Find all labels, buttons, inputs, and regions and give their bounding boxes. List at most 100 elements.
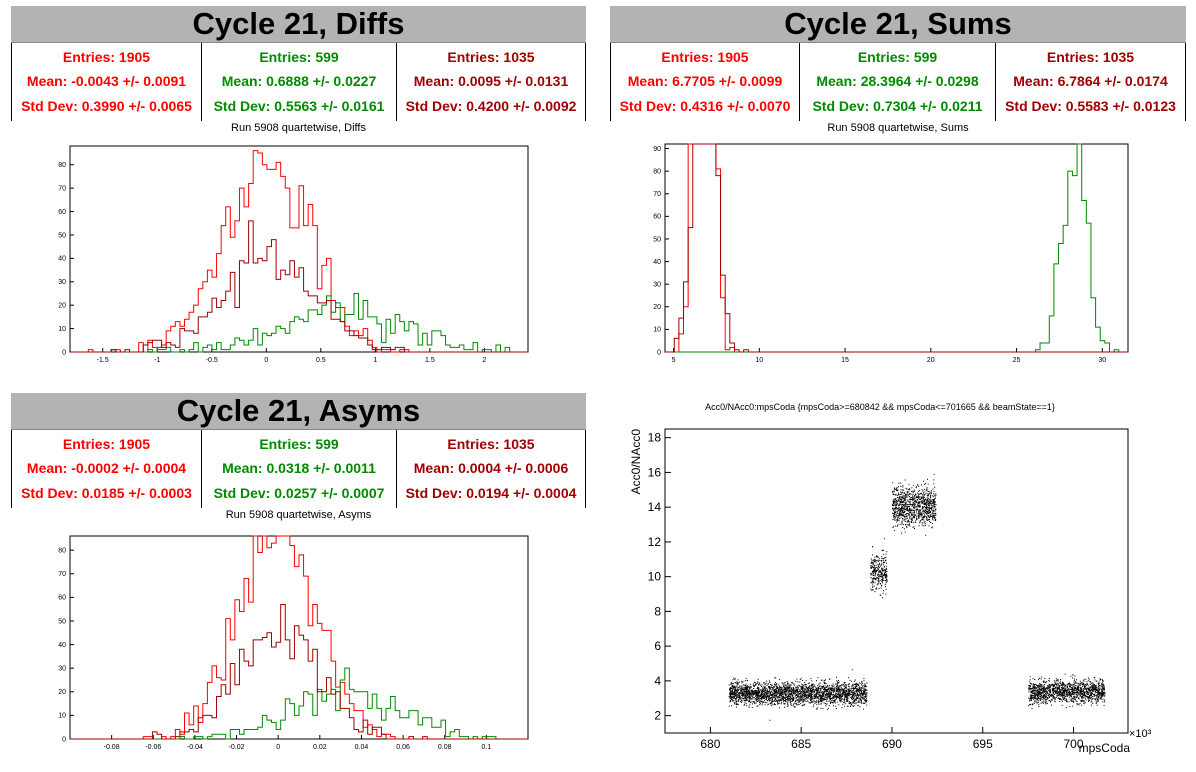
diffs-frame (69, 145, 529, 353)
scatter-point (913, 484, 915, 486)
scatter-point (756, 699, 758, 701)
scatter-point (1054, 691, 1056, 693)
scatter-point (906, 491, 908, 493)
scatter-point (930, 492, 932, 494)
scatter-point (910, 518, 912, 520)
scatter-point (1038, 694, 1040, 696)
scatter-point (843, 692, 845, 694)
scatter-point (796, 704, 798, 706)
scatter-point (882, 576, 884, 578)
scatter-point (843, 689, 845, 691)
scatter-point (1068, 686, 1070, 688)
scatter-point (908, 509, 910, 511)
scatter-point (737, 691, 739, 693)
scatter-point (923, 498, 924, 500)
scatter-point (737, 689, 739, 691)
scatter-point (923, 494, 925, 496)
scatter-point (744, 688, 746, 689)
scatter-point (893, 516, 895, 518)
scatter-point (925, 510, 927, 511)
scatter-point (825, 694, 827, 696)
scatter-point (785, 696, 787, 698)
scatter-point (733, 691, 735, 693)
scatter-point (902, 513, 904, 515)
scatter-point (736, 702, 738, 704)
scatter-point (933, 510, 935, 512)
scatter-point (730, 700, 732, 702)
scatter-point (755, 684, 757, 686)
scatter-point (815, 695, 816, 697)
scatter-point (1102, 689, 1104, 691)
scatter-point (1103, 684, 1105, 686)
scatter-point (865, 688, 866, 690)
scatter-point (736, 690, 737, 692)
scatter-point (817, 677, 819, 679)
scatter-point (1056, 680, 1058, 682)
scatter-point (767, 693, 769, 695)
scatter-point (802, 686, 804, 688)
scatter-point (1057, 680, 1059, 682)
scatter-point (918, 516, 920, 518)
scatter-point (820, 698, 821, 700)
scatter-point (1049, 685, 1051, 687)
sums-y-tick-label: 80 (653, 168, 661, 175)
scatter-point (903, 500, 905, 502)
scatter-point (830, 689, 832, 691)
scatter-point (926, 510, 927, 512)
scatter-point (918, 502, 920, 504)
scatter-point (828, 688, 830, 690)
scatter-point (808, 696, 810, 697)
scatter-point (933, 501, 935, 503)
scatter-point (930, 508, 932, 510)
scatter-point (855, 683, 857, 684)
asyms-y-tick-label: 70 (58, 571, 66, 578)
scatter-point (811, 680, 813, 682)
scatter-point (929, 521, 931, 523)
scatter-point (873, 562, 874, 564)
scatter-point (907, 513, 909, 514)
scatter-point (931, 516, 933, 518)
scatter-point (899, 498, 901, 500)
scatter-point (896, 489, 898, 491)
scatter-point (870, 573, 872, 575)
scatter-point (933, 498, 935, 500)
scatter-point (928, 494, 930, 496)
scatter-point (1090, 695, 1091, 696)
scatter-point (787, 699, 789, 701)
sums-y-tick-label: 20 (653, 304, 661, 311)
scatter-point (825, 705, 827, 707)
scatter-point (872, 585, 874, 587)
scatter-point (929, 495, 931, 497)
scatter-point (1041, 701, 1043, 703)
scatter-point (833, 699, 835, 701)
scatter-point (781, 695, 783, 697)
scatter-point (797, 686, 799, 688)
scatter-point (748, 705, 750, 707)
scatter-point (823, 692, 825, 694)
scatter-point (779, 693, 781, 695)
scatter-point (1069, 690, 1071, 692)
scatter-point (880, 564, 882, 566)
scatter-point (823, 689, 825, 691)
scatter-point (815, 697, 817, 699)
scatter-point (821, 692, 823, 693)
scatter-point (800, 691, 801, 693)
scatter-point (876, 587, 878, 589)
scatter-point (787, 688, 789, 690)
scatter-point (752, 693, 754, 695)
scatter-point (770, 702, 772, 704)
scatter-point (853, 689, 855, 691)
scatter-point (846, 700, 848, 702)
scatter-point (862, 692, 864, 694)
scatter-point (883, 562, 885, 564)
scatter-point (932, 515, 934, 517)
scatter-point (777, 691, 779, 693)
scatter-point (1103, 700, 1105, 702)
scatter-point (864, 699, 866, 701)
scatter-point (892, 519, 894, 521)
scatter-point (832, 685, 834, 687)
scatter-point (768, 699, 770, 701)
scatter-point (799, 689, 801, 691)
scatter-point (1054, 690, 1056, 692)
scatter-point (792, 698, 794, 700)
